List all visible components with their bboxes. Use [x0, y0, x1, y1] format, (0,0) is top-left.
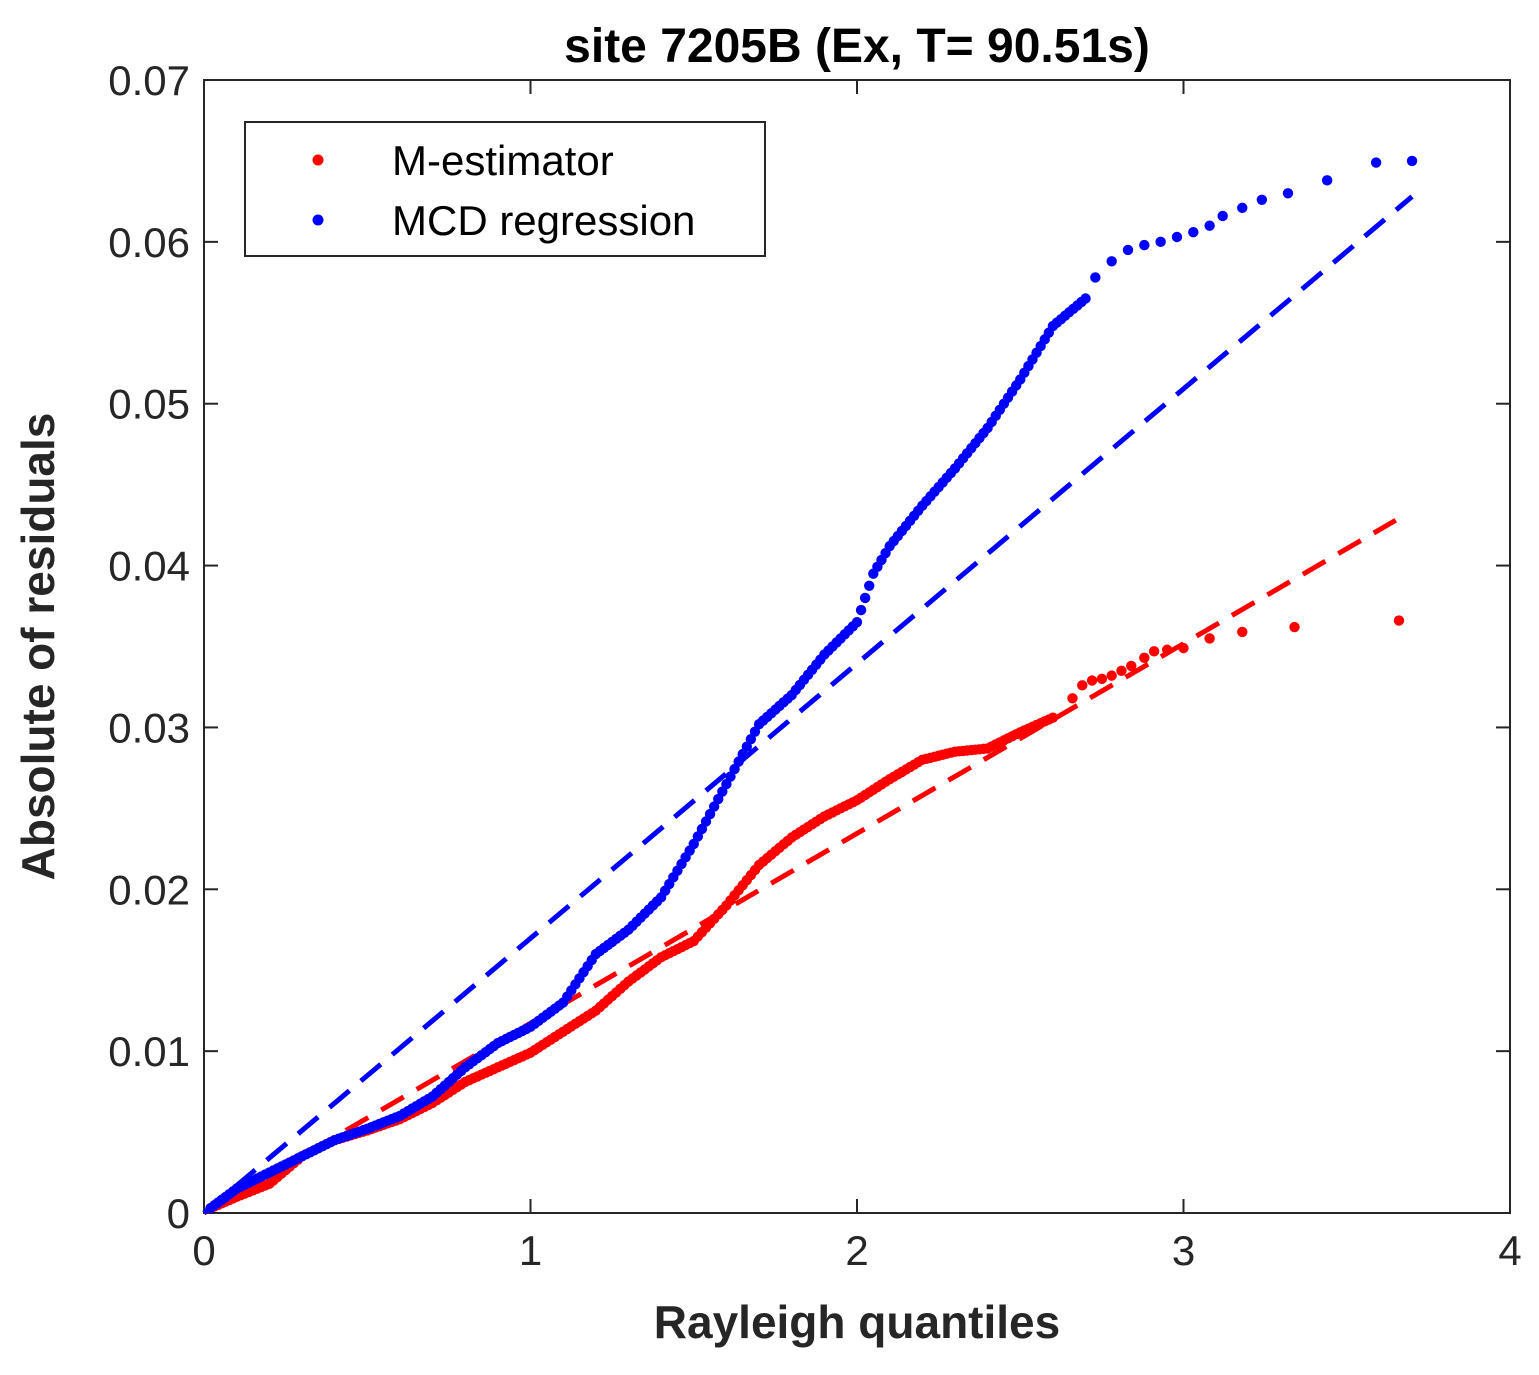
legend-label: MCD regression: [392, 197, 695, 244]
y-ticks: 0 0.01 0.02 0.03 0.04 0.05 0.06 0.07: [108, 57, 1510, 1237]
data-point: [1096, 673, 1108, 685]
plot-content: [202, 155, 1418, 1216]
data-point: [851, 617, 863, 628]
data-point: [1116, 665, 1127, 676]
fit-line-mcd-regression: [202, 194, 1414, 1215]
data-point: [1217, 210, 1228, 222]
y-tick-label: 0.01: [108, 1028, 190, 1075]
data-point: [1126, 660, 1137, 672]
y-tick-label: 0.02: [108, 866, 190, 913]
y-tick-label: 0.07: [108, 57, 190, 104]
y-tick-label: 0.03: [108, 704, 190, 751]
data-point: [1393, 615, 1405, 626]
x-tick-label: 4: [1498, 1227, 1521, 1274]
data-point: [1086, 675, 1098, 686]
y-tick-label: 0: [167, 1190, 190, 1237]
data-point: [1106, 256, 1117, 267]
data-point: [1237, 626, 1248, 638]
data-point: [1370, 157, 1382, 168]
data-point: [1171, 231, 1183, 243]
data-point: [1122, 244, 1134, 256]
legend-marker: [312, 214, 324, 226]
data-point: [1080, 293, 1091, 304]
data-point: [855, 604, 867, 616]
data-point: [1148, 646, 1160, 657]
data-point: [1204, 220, 1215, 231]
data-point: [1047, 712, 1059, 723]
fit-line-m-estimator: [202, 518, 1397, 1216]
series-m-estimator: [202, 518, 1405, 1216]
data-point: [1406, 155, 1418, 167]
x-tick-label: 3: [1172, 1227, 1195, 1274]
legend-box: [244, 121, 766, 257]
data-point: [1256, 194, 1268, 205]
chart-title: site 7205B (Ex, T= 90.51s): [564, 20, 1150, 73]
data-point: [864, 580, 875, 591]
data-point: [1155, 236, 1166, 248]
x-tick-label: 0: [192, 1227, 215, 1274]
data-point: [859, 592, 871, 604]
data-point: [1139, 239, 1150, 251]
axes: 0 1 2 3 4 0 0.01 0.02 0.03 0.04 0.05 0.06 0.07: [108, 57, 1521, 1274]
data-point: [1204, 633, 1215, 644]
data-point: [1282, 188, 1294, 199]
data-point: [1090, 272, 1101, 283]
data-point: [1077, 680, 1088, 691]
y-tick-label: 0.04: [108, 543, 190, 590]
x-tick-label: 1: [519, 1227, 542, 1274]
data-point: [1139, 652, 1150, 664]
data-point: [1289, 621, 1300, 633]
data-point: [1067, 693, 1078, 704]
y-axis-label: Absolute of residuals: [12, 413, 64, 881]
legend-label: M-estimator: [392, 137, 614, 184]
legend-marker: [312, 154, 324, 166]
data-point: [1106, 670, 1117, 681]
data-point: [1188, 226, 1199, 238]
x-tick-label: 2: [845, 1227, 868, 1274]
x-axis-label: Rayleigh quantiles: [654, 1296, 1060, 1348]
data-point: [1237, 202, 1248, 214]
series-mcd-regression: [202, 155, 1418, 1215]
y-tick-label: 0.05: [108, 381, 190, 428]
legend: M-estimator MCD regression: [244, 121, 766, 257]
y-tick-label: 0.06: [108, 219, 190, 266]
data-point: [1321, 175, 1333, 186]
x-ticks: 0 1 2 3 4: [192, 80, 1522, 1274]
